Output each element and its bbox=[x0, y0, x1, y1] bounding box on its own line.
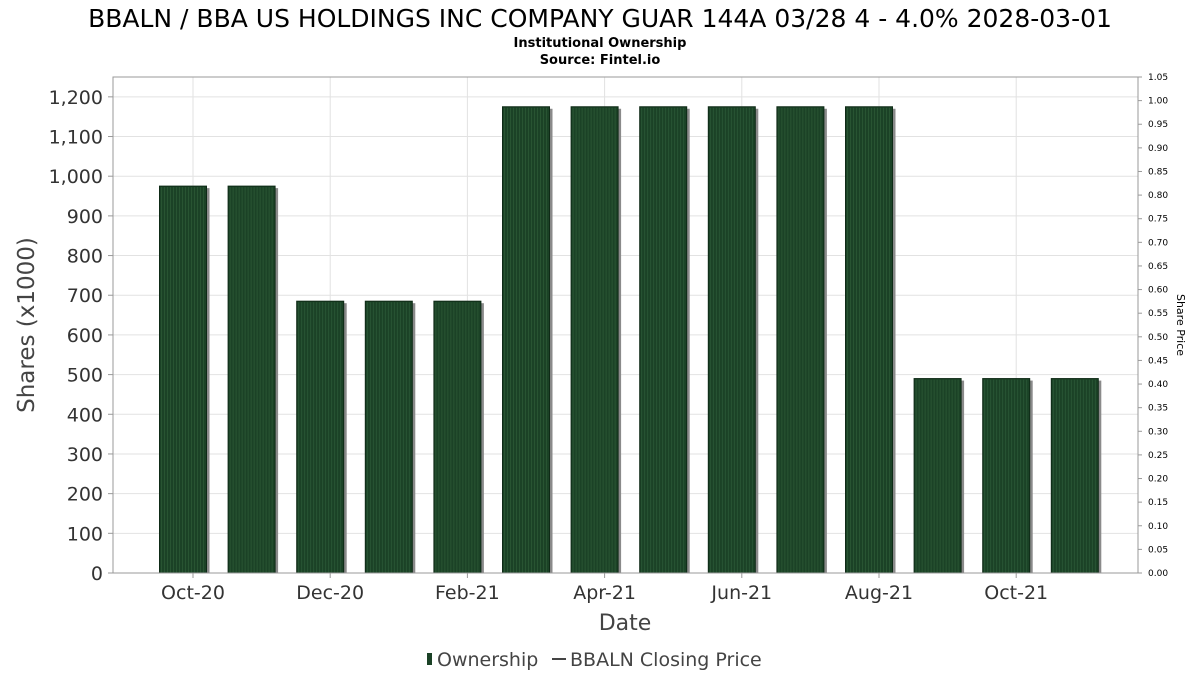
y-axis-left: 0 100 200 300 400 500 600 700 800 900 1,000 1,100 1,… bbox=[49, 87, 113, 585]
y2-tick-label: 0.30 bbox=[1148, 427, 1168, 437]
legend: Ownership BBALN Closing Price bbox=[427, 649, 762, 671]
y2-tick-label: 0.00 bbox=[1148, 569, 1168, 579]
y-tick-label: 200 bbox=[67, 484, 103, 506]
bar bbox=[570, 106, 619, 574]
plot-frame bbox=[112, 76, 1139, 574]
y2-tick-label: 0.60 bbox=[1148, 286, 1168, 296]
bar bbox=[364, 300, 413, 574]
y-tick-label: 900 bbox=[67, 206, 103, 228]
bar bbox=[227, 185, 276, 574]
x-axis: Oct-20 Dec-20 Feb-21 Apr-21 Jun-21 Aug-21 Oct-… bbox=[161, 573, 1048, 604]
bar bbox=[707, 106, 756, 574]
y2-tick-label: 0.75 bbox=[1148, 215, 1168, 225]
x-tick-label: Apr-21 bbox=[573, 582, 636, 604]
y2-tick-label: 1.00 bbox=[1148, 97, 1168, 107]
chart-title: BBALN / BBA US HOLDINGS INC COMPANY GUAR… bbox=[88, 4, 1112, 33]
chart-subtitle: Institutional Ownership bbox=[514, 36, 687, 51]
x-tick-label: Jun-21 bbox=[710, 582, 772, 604]
y-tick-label: 600 bbox=[67, 325, 103, 347]
bar bbox=[502, 106, 550, 574]
x-tick-label: Aug-21 bbox=[845, 582, 913, 604]
y2-tick-label: 0.05 bbox=[1148, 545, 1168, 555]
y-tick-label: 400 bbox=[67, 404, 103, 426]
y2-tick-label: 0.20 bbox=[1148, 475, 1168, 485]
y-axis-right: 0.00 0.05 0.10 0.15 0.20 0.25 0.30 0.35 0.40 0.45… bbox=[1138, 73, 1168, 579]
bar bbox=[296, 300, 345, 574]
y-tick-label: 300 bbox=[67, 444, 103, 466]
x-tick-label: Oct-20 bbox=[161, 582, 225, 604]
y2-tick-label: 0.10 bbox=[1148, 522, 1168, 532]
y-tick-label: 100 bbox=[67, 523, 103, 545]
legend-price-label: BBALN Closing Price bbox=[570, 649, 762, 671]
bar bbox=[913, 378, 962, 574]
y2-tick-label: 0.50 bbox=[1148, 333, 1168, 343]
y-tick-label: 700 bbox=[67, 285, 103, 307]
bar bbox=[1050, 378, 1099, 574]
y2-tick-label: 0.40 bbox=[1148, 380, 1168, 390]
bar bbox=[639, 106, 688, 574]
bar bbox=[433, 300, 482, 574]
x-axis-label: Date bbox=[599, 611, 652, 636]
y-axis-label: Shares (x1000) bbox=[14, 237, 40, 413]
y2-tick-label: 0.35 bbox=[1148, 404, 1168, 414]
y2-tick-label: 0.80 bbox=[1148, 191, 1168, 201]
y2-tick-label: 0.15 bbox=[1148, 498, 1168, 508]
y-tick-label: 1,100 bbox=[49, 127, 103, 149]
y2-tick-label: 0.70 bbox=[1148, 238, 1168, 248]
y2-axis-label: Share Price bbox=[1174, 294, 1187, 356]
y-tick-label: 0 bbox=[91, 563, 103, 585]
y2-tick-label: 0.55 bbox=[1148, 309, 1168, 319]
bar bbox=[982, 378, 1031, 574]
y2-tick-label: 0.90 bbox=[1148, 144, 1168, 154]
x-tick-label: Feb-21 bbox=[435, 582, 500, 604]
legend-ownership-label: Ownership bbox=[437, 649, 538, 671]
y-tick-label: 800 bbox=[67, 246, 103, 268]
bar bbox=[845, 106, 893, 574]
y-tick-label: 1,000 bbox=[49, 166, 103, 188]
x-tick-label: Dec-20 bbox=[296, 582, 364, 604]
y2-tick-label: 0.65 bbox=[1148, 262, 1168, 272]
y2-tick-label: 1.05 bbox=[1148, 73, 1168, 83]
y-tick-label: 1,200 bbox=[49, 87, 103, 109]
y2-tick-label: 0.45 bbox=[1148, 356, 1168, 366]
y2-tick-label: 0.95 bbox=[1148, 120, 1168, 130]
x-tick-label: Oct-21 bbox=[984, 582, 1048, 604]
y2-tick-label: 0.25 bbox=[1148, 451, 1168, 461]
y-tick-label: 500 bbox=[67, 365, 103, 387]
bar bbox=[159, 185, 207, 574]
legend-ownership-swatch bbox=[427, 653, 432, 665]
y2-tick-label: 0.85 bbox=[1148, 167, 1168, 177]
chart-source: Source: Fintel.io bbox=[540, 53, 661, 68]
bar bbox=[776, 106, 825, 574]
